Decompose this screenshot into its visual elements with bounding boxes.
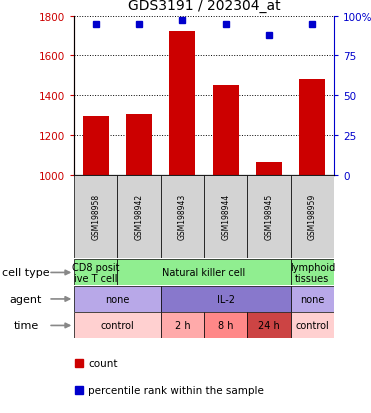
Text: percentile rank within the sample: percentile rank within the sample (89, 385, 265, 395)
Text: CD8 posit
ive T cell: CD8 posit ive T cell (72, 262, 119, 284)
Bar (256, 163, 282, 176)
Text: agent: agent (10, 294, 42, 304)
Text: time: time (13, 320, 39, 331)
Bar (83, 117, 109, 176)
Text: Natural killer cell: Natural killer cell (162, 268, 246, 278)
Text: GSM198944: GSM198944 (221, 194, 230, 240)
Text: none: none (105, 294, 130, 304)
Text: IL-2: IL-2 (217, 294, 235, 304)
Bar (290, 313, 334, 339)
Text: count: count (89, 358, 118, 368)
Text: GSM198945: GSM198945 (265, 194, 273, 240)
Text: GSM198943: GSM198943 (178, 194, 187, 240)
Title: GDS3191 / 202304_at: GDS3191 / 202304_at (128, 0, 280, 13)
Bar (299, 80, 325, 176)
Text: GSM198958: GSM198958 (91, 194, 100, 240)
Text: lymphoid
tissues: lymphoid tissues (290, 262, 335, 284)
Bar (247, 313, 290, 339)
Bar (204, 313, 247, 339)
Bar (290, 260, 334, 286)
Bar (74, 286, 161, 312)
Bar (170, 32, 196, 176)
Bar (74, 260, 118, 286)
Text: cell type: cell type (2, 268, 50, 278)
Bar (74, 176, 118, 258)
Bar (118, 176, 161, 258)
Bar (247, 176, 290, 258)
Text: control: control (101, 320, 134, 331)
Bar (161, 176, 204, 258)
Bar (213, 86, 239, 176)
Text: control: control (295, 320, 329, 331)
Bar (126, 115, 152, 176)
Bar (290, 176, 334, 258)
Bar (161, 286, 290, 312)
Text: 24 h: 24 h (258, 320, 280, 331)
Text: none: none (300, 294, 325, 304)
Text: GSM198942: GSM198942 (135, 194, 144, 240)
Bar (161, 313, 204, 339)
Bar (204, 176, 247, 258)
Bar (290, 286, 334, 312)
Bar (74, 313, 161, 339)
Text: 8 h: 8 h (218, 320, 233, 331)
Text: 2 h: 2 h (175, 320, 190, 331)
Bar (118, 260, 290, 286)
Text: GSM198959: GSM198959 (308, 194, 317, 240)
